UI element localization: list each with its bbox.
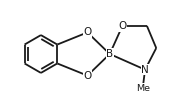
Text: O: O [118,21,126,31]
Text: Me: Me [136,83,150,93]
Text: O: O [83,71,92,81]
Text: N: N [141,65,149,75]
Text: B: B [106,49,113,59]
Text: O: O [83,27,92,37]
